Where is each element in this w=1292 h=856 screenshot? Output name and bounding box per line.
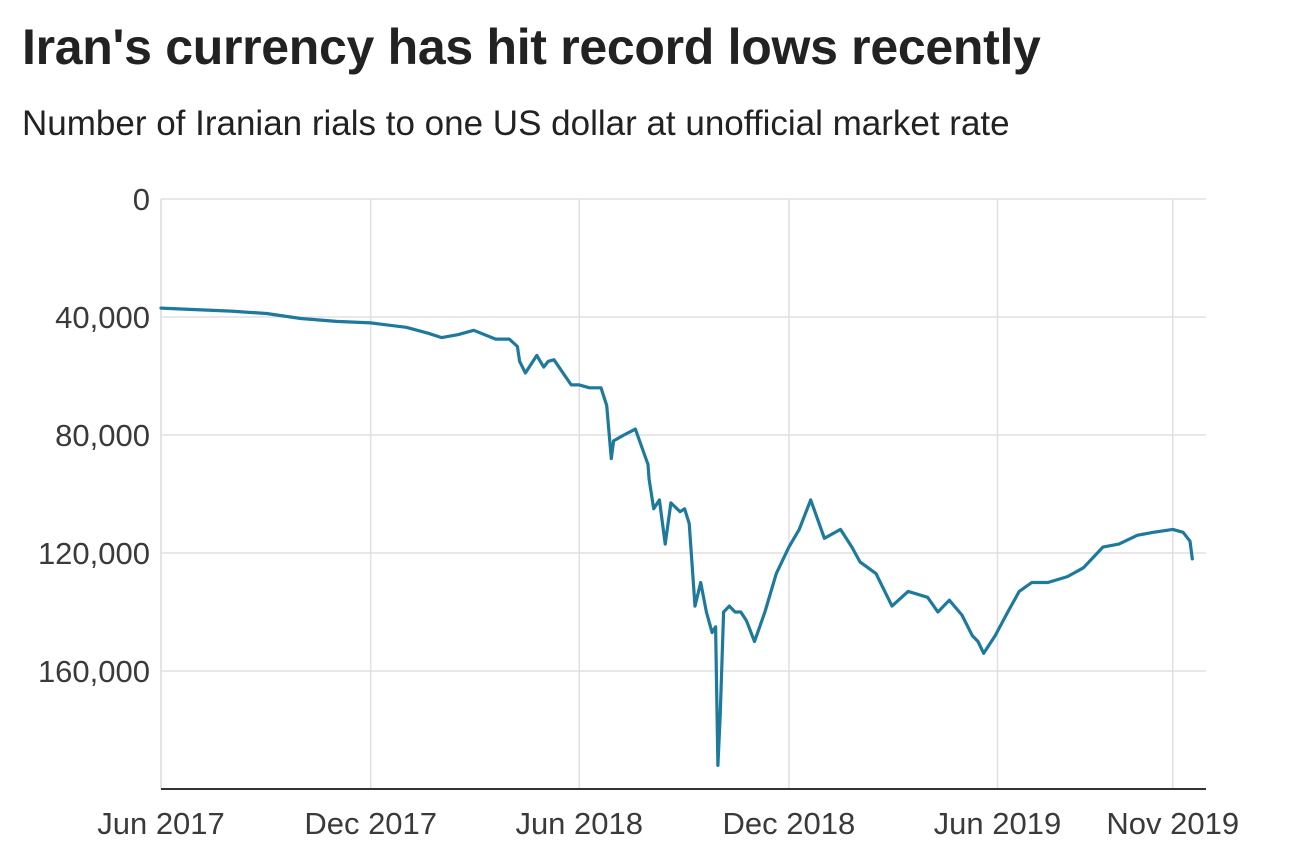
series-group <box>159 306 1194 768</box>
x-tick-label: Jun 2019 <box>934 806 1062 841</box>
x-tick-label: Nov 2019 <box>1106 806 1239 841</box>
x-tick-label: Jun 2018 <box>515 806 643 841</box>
x-tick-label: Jun 2017 <box>97 806 225 841</box>
x-tick-label: Dec 2017 <box>304 806 437 841</box>
gridlines <box>160 198 1206 789</box>
x-tick-label: Dec 2018 <box>723 806 856 841</box>
y-tick-label: 80,000 <box>55 418 150 453</box>
x-axis-ticks: Jun 2017 Dec 2017 Jun 2018 Dec 2018 Jun 2019… <box>97 806 1239 841</box>
series-line-rial-rate <box>159 306 1194 768</box>
chart-subtitle: Number of Iranian rials to one US dollar… <box>22 104 1010 143</box>
chart-title: Iran's currency has hit record lows rece… <box>22 19 1041 75</box>
y-tick-label: 120,000 <box>38 536 150 571</box>
y-tick-label: 40,000 <box>55 300 150 335</box>
y-axis-ticks: 0 40,000 80,000 120,000 160,000 <box>38 182 150 689</box>
y-tick-label: 160,000 <box>38 654 150 689</box>
y-tick-label: 0 <box>133 182 150 217</box>
